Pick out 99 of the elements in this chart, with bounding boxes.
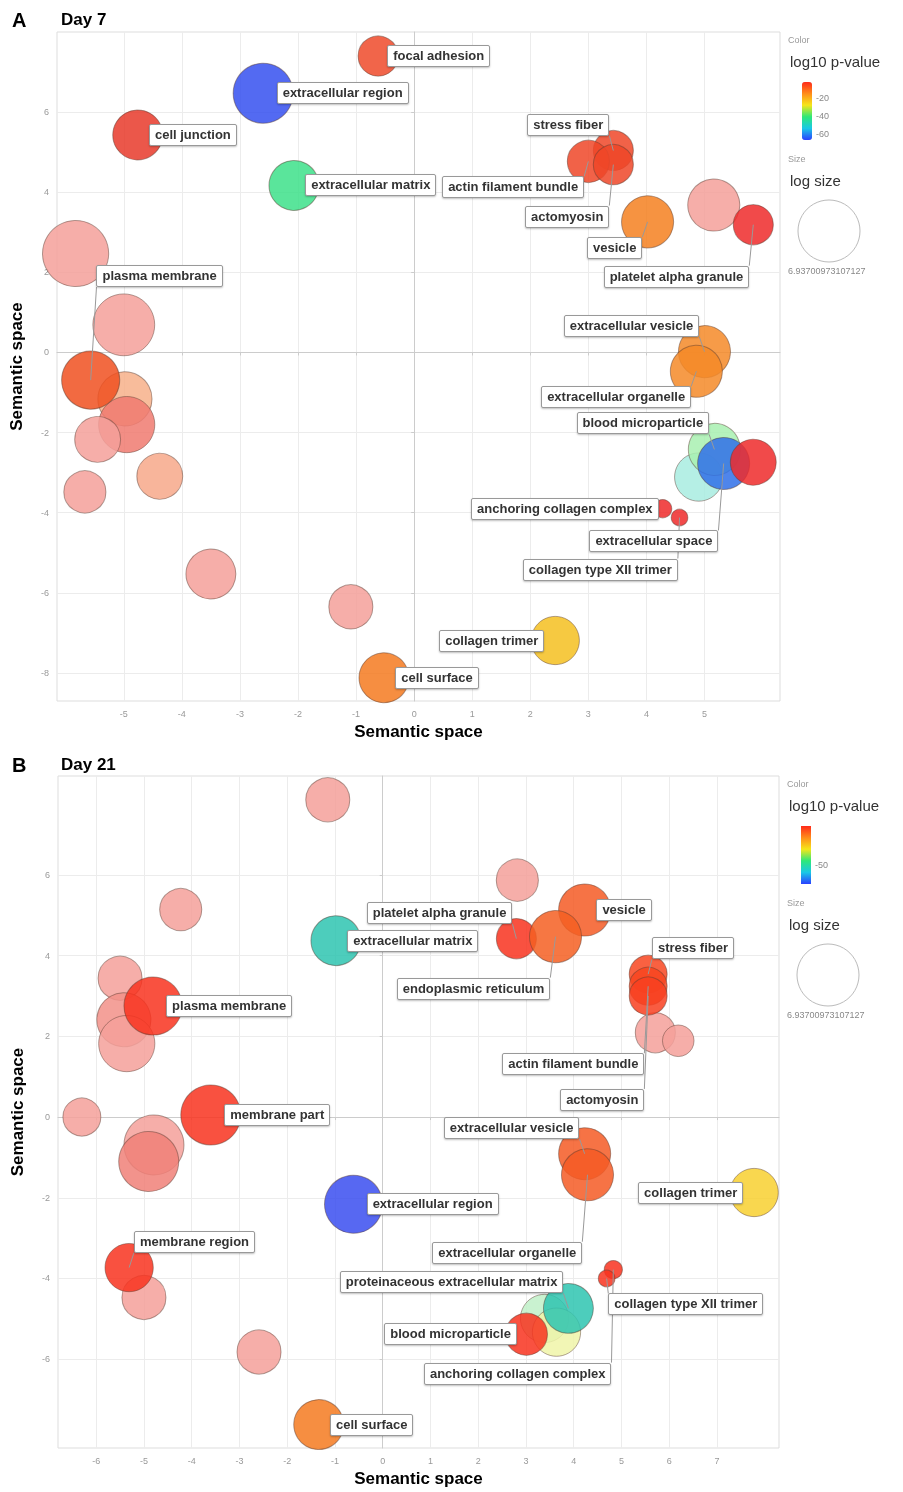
annotation: extracellular space	[589, 530, 719, 553]
x-tick-label: -2	[293, 708, 303, 719]
x-tick-label: -1	[330, 1455, 339, 1466]
annotation: anchoring collagen complex	[471, 497, 659, 520]
annotation: plasma membrane	[96, 265, 223, 288]
text: Size	[787, 897, 805, 908]
x-tick-label: -6	[92, 1455, 101, 1466]
x-tick-label: 4	[571, 1455, 577, 1466]
annotation: stress fiber	[527, 113, 610, 136]
y-tick-label: 0	[44, 1112, 50, 1123]
x-tick-label: -2	[283, 1455, 292, 1466]
annotation: vesicle	[587, 236, 643, 259]
annotation: cell surface	[395, 666, 479, 689]
text: Color	[788, 34, 810, 45]
annotation: plasma membrane	[166, 995, 293, 1018]
x-tick-label: 7	[714, 1455, 720, 1466]
annotation: proteinaceous extracellular matrix	[339, 1271, 564, 1294]
x-tick-label: 2	[475, 1455, 481, 1466]
x-axis-title: Semantic space	[354, 722, 483, 741]
x-tick-label: 2	[527, 708, 533, 719]
annotation: extracellular matrix	[347, 929, 479, 952]
annotation: collagen type XII trimer	[608, 1293, 764, 1316]
annotation: extracellular vesicle	[443, 1116, 580, 1139]
y-axis-title: Semantic space	[7, 302, 26, 431]
annotation: extracellular region	[276, 82, 409, 105]
y-tick-label: 2	[43, 267, 49, 278]
x-tick-label: 4	[643, 708, 649, 719]
x-tick-label: 0	[380, 1455, 386, 1466]
y-tick-label: -4	[41, 1273, 50, 1284]
text: B	[12, 754, 27, 776]
x-tick-label: -5	[119, 708, 128, 719]
color-bar-title: log10 p-value	[789, 797, 880, 814]
y-tick-label: -8	[40, 667, 49, 678]
color-bar-label: -60	[816, 129, 830, 140]
y-tick-label: -4	[40, 507, 49, 518]
x-tick-label: 1	[427, 1455, 433, 1466]
annotation: endoplasmic reticulum	[396, 977, 551, 1000]
y-tick-label: 4	[44, 950, 50, 961]
x-tick-label: -4	[177, 708, 186, 719]
legend-label: 6.93700973107127	[787, 1009, 865, 1020]
annotation: extracellular organelle	[432, 1241, 583, 1264]
text: log size	[789, 916, 840, 933]
annotation: stress fiber	[651, 937, 735, 960]
annotation: platelet alpha granule	[603, 265, 750, 288]
x-tick-label: 3	[523, 1455, 529, 1466]
annotation: collagen trimer	[638, 1181, 744, 1204]
annotation: extracellular organelle	[541, 386, 692, 409]
x-tick-label: 5	[618, 1455, 624, 1466]
y-tick-label: -6	[41, 1354, 50, 1365]
annotation: membrane part	[224, 1104, 331, 1127]
y-tick-label: 6	[43, 107, 49, 118]
x-tick-label: 6	[666, 1455, 672, 1466]
text: A	[12, 9, 27, 31]
x-tick-label: 1	[469, 708, 475, 719]
y-tick-label: -2	[41, 1192, 50, 1203]
color-bar-label: -40	[816, 111, 830, 122]
text: log size	[790, 172, 841, 189]
x-tick-label: 3	[585, 708, 591, 719]
y-tick-label: 6	[44, 869, 50, 880]
x-tick-label: -4	[187, 1455, 196, 1466]
annotation: actin filament bundle	[502, 1053, 645, 1076]
text: Color	[787, 778, 809, 789]
x-tick-label: -3	[235, 708, 244, 719]
y-tick-label: 4	[43, 187, 49, 198]
annotation: blood microparticle	[576, 412, 710, 435]
color-bar-label: -20	[816, 92, 830, 103]
annotation: vesicle	[596, 898, 652, 921]
y-tick-label: 0	[43, 347, 49, 358]
annotation: membrane region	[133, 1230, 256, 1253]
annotation: collagen trimer	[439, 629, 545, 652]
y-tick-label: -2	[40, 427, 49, 438]
y-tick-label: 2	[44, 1031, 50, 1042]
annotation: extracellular matrix	[305, 174, 437, 197]
chart-title: Day 21	[61, 755, 116, 774]
annotation: cell junction	[148, 123, 237, 146]
x-tick-label: -5	[139, 1455, 148, 1466]
chart-title: Day 7	[61, 10, 107, 29]
x-tick-label: -3	[235, 1455, 244, 1466]
legend-label: 6.93700973107127	[788, 265, 866, 276]
annotation: actomyosin	[560, 1088, 645, 1111]
x-tick-label: 5	[702, 708, 708, 719]
annotation: anchoring collagen complex	[423, 1362, 612, 1385]
y-axis-title: Semantic space	[8, 1047, 27, 1177]
annotation: actomyosin	[525, 205, 610, 228]
x-tick-label: -1	[352, 708, 361, 719]
text: Size	[788, 153, 806, 164]
annotation: focal adhesion	[387, 45, 491, 68]
annotation: platelet alpha granule	[366, 901, 513, 924]
annotation: cell surface	[329, 1413, 414, 1436]
annotation: actin filament bundle	[442, 176, 585, 199]
x-tick-label: 0	[411, 708, 417, 719]
x-axis-title: Semantic space	[354, 1469, 483, 1488]
annotation: extracellular region	[366, 1193, 499, 1216]
color-bar-title: log10 p-value	[790, 53, 881, 70]
annotation: extracellular vesicle	[563, 314, 700, 337]
annotation: blood microparticle	[384, 1323, 517, 1346]
annotation: collagen type XII trimer	[522, 558, 678, 581]
y-tick-label: -6	[40, 587, 49, 598]
text: -50	[815, 859, 829, 870]
